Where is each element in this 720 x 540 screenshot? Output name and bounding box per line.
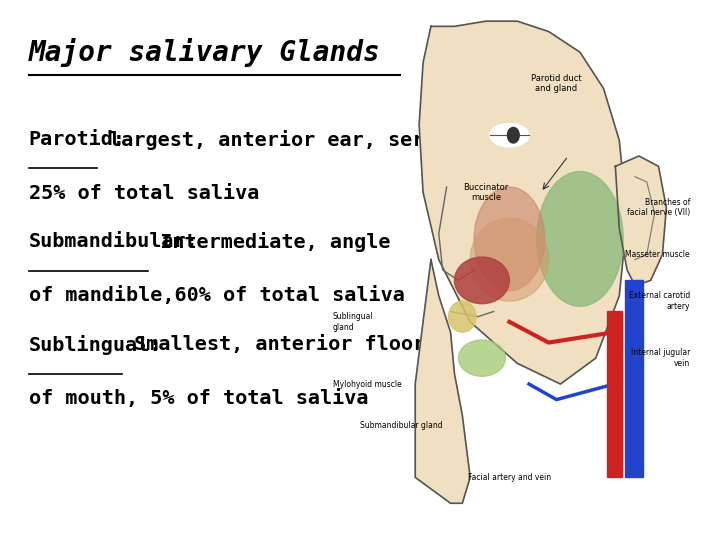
Text: Mylohyoid muscle: Mylohyoid muscle [333, 380, 402, 389]
Ellipse shape [537, 172, 624, 306]
Text: Sublingual:: Sublingual: [29, 335, 162, 355]
Polygon shape [616, 156, 667, 286]
Polygon shape [419, 21, 627, 384]
Polygon shape [415, 260, 470, 503]
Text: Facial artery and vein: Facial artery and vein [468, 473, 551, 482]
Ellipse shape [490, 124, 529, 147]
Text: Parotid duct
and gland: Parotid duct and gland [531, 73, 582, 93]
Text: of mouth, 5% of total saliva: of mouth, 5% of total saliva [29, 389, 369, 408]
Bar [625, 280, 643, 477]
Text: Submandibular gland: Submandibular gland [360, 421, 443, 430]
Text: Major salivary Glands: Major salivary Glands [29, 38, 381, 67]
Ellipse shape [454, 257, 510, 303]
Ellipse shape [470, 218, 549, 301]
Text: of mandible,60% of total saliva: of mandible,60% of total saliva [29, 286, 405, 305]
Text: Parotid:: Parotid: [29, 130, 126, 148]
Text: Intermediate, angle: Intermediate, angle [148, 232, 390, 252]
Bar [607, 312, 621, 477]
Text: Smallest, anterior floor: Smallest, anterior floor [122, 335, 426, 354]
Text: Buccinator
muscle: Buccinator muscle [463, 183, 508, 202]
Text: External carotid
artery: External carotid artery [629, 292, 690, 311]
Text: Sublingual
gland: Sublingual gland [333, 312, 374, 332]
Ellipse shape [449, 301, 476, 332]
Text: Masseter muscle: Masseter muscle [625, 250, 690, 259]
Text: Branches of
facial nerve (VII): Branches of facial nerve (VII) [626, 198, 690, 218]
Ellipse shape [474, 187, 545, 291]
Text: Submandibular:: Submandibular: [29, 232, 199, 251]
Ellipse shape [459, 340, 505, 376]
Ellipse shape [508, 127, 519, 143]
Text: 25% of total saliva: 25% of total saliva [29, 184, 259, 202]
Text: Internal jugular
vein: Internal jugular vein [631, 348, 690, 368]
Text: largest, anterior ear, serous,: largest, anterior ear, serous, [96, 130, 472, 150]
